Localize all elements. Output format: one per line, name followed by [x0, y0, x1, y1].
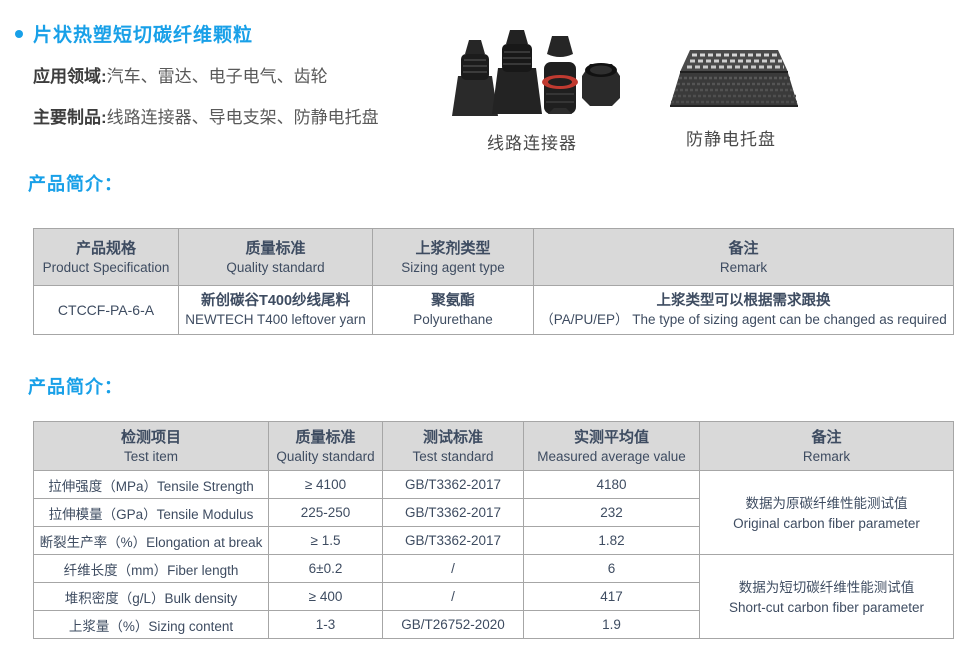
quality-cell: 新创碳谷T400纱线尾料 NEWTECH T400 leftover yarn	[178, 285, 373, 335]
test-standard-cell: /	[382, 554, 524, 583]
table1-header-remark: 备注 Remark	[533, 228, 954, 286]
table2-header-quality: 质量标准 Quality standard	[268, 421, 383, 471]
value-cell: 6	[523, 554, 700, 583]
value-cell: 1.9	[523, 610, 700, 639]
test-standard-cell: /	[382, 582, 524, 611]
test-standard-cell: GB/T3362-2017	[382, 498, 524, 527]
value-cell: 417	[523, 582, 700, 611]
test-standard-cell: GB/T3362-2017	[382, 526, 524, 555]
standard-cell: ≥ 1.5	[268, 526, 383, 555]
remark-group-original: 数据为原碳纤维性能测试值 Original carbon fiber param…	[699, 470, 954, 555]
value-cell: 1.82	[523, 526, 700, 555]
test-standard-cell: GB/T3362-2017	[382, 470, 524, 499]
products-line: 主要制品:线路连接器、导电支架、防静电托盘	[33, 103, 379, 128]
table2-header-row: 检测项目 Test item 质量标准 Quality standard 测试标准 T…	[33, 421, 954, 471]
table-row: 拉伸模量（GPa）Tensile Modulus 225-250 GB/T336…	[33, 498, 954, 527]
bullet-icon	[15, 29, 23, 38]
standard-cell: 1-3	[268, 610, 383, 639]
products-label: 主要制品:	[33, 108, 107, 127]
connector-caption: 线路连接器	[487, 134, 577, 153]
table-row: 断裂生产率（%）Elongation at break ≥ 1.5 GB/T33…	[33, 526, 954, 555]
page-title-row: 片状热塑短切碳纤维颗粒	[15, 20, 253, 47]
table-row: 堆积密度（g/L）Bulk density ≥ 400 / 417	[33, 582, 954, 611]
table1-header-quality: 质量标准 Quality standard	[178, 228, 373, 286]
table1-data-row: CTCCF-PA-6-A 新创碳谷T400纱线尾料 NEWTECH T400 le…	[33, 285, 954, 335]
product-spec-table: 产品规格 Product Specification 质量标准 Quality st…	[33, 228, 954, 335]
item-cell: 上浆量（%）Sizing content	[33, 610, 269, 639]
remark-group-shortcut: 数据为短切碳纤维性能测试值 Short-cut carbon fiber par…	[699, 554, 954, 639]
table1-header-spec: 产品规格 Product Specification	[33, 228, 179, 286]
table2-header-measured: 实测平均值 Measured average value	[523, 421, 700, 471]
item-cell: 拉伸模量（GPa）Tensile Modulus	[33, 498, 269, 527]
section1-title: 产品简介：	[28, 174, 123, 194]
standard-cell: 6±0.2	[268, 554, 383, 583]
sizing-cell: 聚氨酯 Polyurethane	[372, 285, 534, 335]
products-value: 线路连接器、导电支架、防静电托盘	[106, 108, 379, 127]
value-cell: 232	[523, 498, 700, 527]
application-label: 应用领域:	[33, 67, 107, 86]
section2-title: 产品简介：	[28, 377, 123, 397]
connector-figure: 线路连接器	[444, 24, 620, 154]
table2-header-remark: 备注 Remark	[699, 421, 954, 471]
item-cell: 拉伸强度（MPa）Tensile Strength	[33, 470, 269, 499]
connector-image	[452, 30, 620, 116]
table-row: 拉伸强度（MPa）Tensile Strength ≥ 4100 GB/T336…	[33, 470, 954, 555]
table-row: 纤维长度（mm）Fiber length 6±0.2 / 6 数据为短切碳纤维性…	[33, 554, 954, 639]
spec-cell: CTCCF-PA-6-A	[33, 285, 179, 335]
remark-cell: 上浆类型可以根据需求跟换 （PA/PU/EP） The type of sizin…	[533, 285, 954, 335]
test-data-table: 检测项目 Test item 质量标准 Quality standard 测试标准 T…	[33, 421, 954, 639]
item-cell: 断裂生产率（%）Elongation at break	[33, 526, 269, 555]
item-cell: 堆积密度（g/L）Bulk density	[33, 582, 269, 611]
table1-header-row: 产品规格 Product Specification 质量标准 Quality st…	[33, 228, 954, 286]
tray-caption: 防静电托盘	[686, 130, 776, 149]
test-standard-cell: GB/T26752-2020	[382, 610, 524, 639]
application-value: 汽车、雷达、电子电气、齿轮	[106, 67, 328, 86]
table2-header-test-standard: 测试标准 Test standard	[382, 421, 524, 471]
tray-image	[670, 50, 798, 107]
standard-cell: ≥ 400	[268, 582, 383, 611]
table-row: 上浆量（%）Sizing content 1-3 GB/T26752-2020 …	[33, 610, 954, 639]
item-cell: 纤维长度（mm）Fiber length	[33, 554, 269, 583]
standard-cell: ≥ 4100	[268, 470, 383, 499]
standard-cell: 225-250	[268, 498, 383, 527]
value-cell: 4180	[523, 470, 700, 499]
tray-figure: 防静电托盘	[660, 40, 802, 150]
page-title: 片状热塑短切碳纤维颗粒	[33, 25, 254, 46]
table2-header-item: 检测项目 Test item	[33, 421, 269, 471]
application-line: 应用领域:汽车、雷达、电子电气、齿轮	[33, 62, 328, 87]
table1-header-sizing: 上浆剂类型 Sizing agent type	[372, 228, 534, 286]
